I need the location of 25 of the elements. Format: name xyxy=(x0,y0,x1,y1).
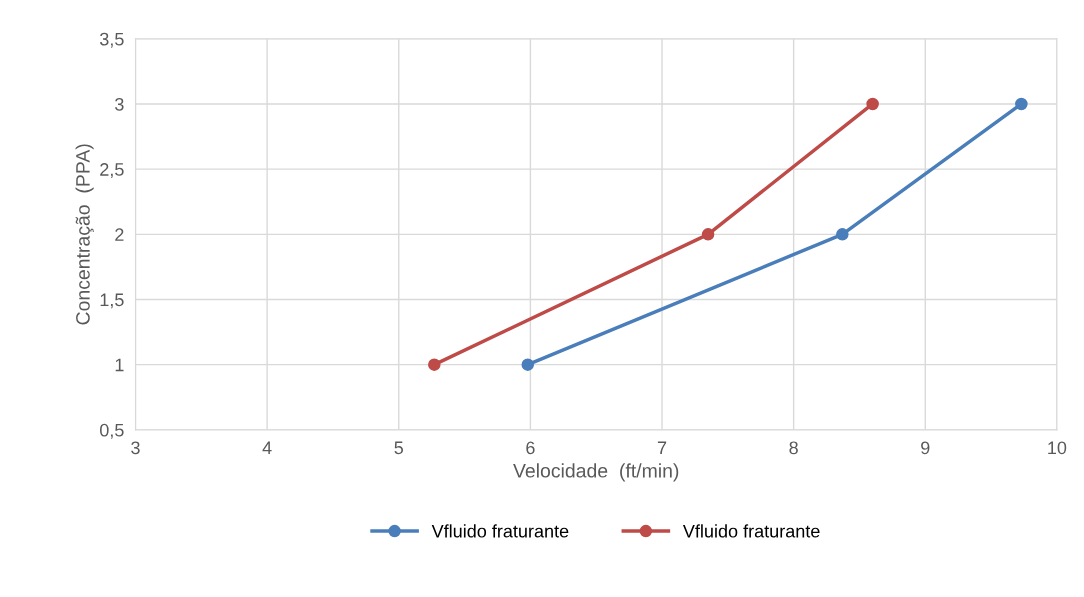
y-tick-label: 1,5 xyxy=(100,293,124,309)
y-tick-label: 0,5 xyxy=(100,423,124,439)
point xyxy=(836,228,849,241)
point xyxy=(428,358,441,371)
point xyxy=(866,97,879,111)
y-tick-label: 2,5 xyxy=(100,163,124,178)
legend-label: Vfluido fraturante xyxy=(682,524,820,538)
y-axis-title: Concentração (PPA) xyxy=(75,144,94,325)
y-tick-label: 1 xyxy=(115,358,124,372)
x-tick-label: 8 xyxy=(789,441,798,455)
x-tick-label: 7 xyxy=(657,441,667,455)
x-tick-label: 4 xyxy=(262,441,272,455)
point xyxy=(521,358,535,371)
x-tick-label: 9 xyxy=(921,441,930,455)
x-axis-title: Velocidade (ft/min) xyxy=(513,463,679,482)
y-tick-label: 3 xyxy=(115,97,124,111)
legend-label: Vfluido fraturante xyxy=(431,524,569,538)
point xyxy=(1015,97,1028,111)
y-tick-label: 3,5 xyxy=(99,32,124,48)
x-tick-label: 3 xyxy=(131,441,140,455)
x-tick-label: 10 xyxy=(1048,441,1067,455)
x-tick-label: 6 xyxy=(526,441,535,455)
y-tick-label: 2 xyxy=(115,228,124,241)
x-tick-label: 5 xyxy=(394,441,404,455)
point xyxy=(701,228,715,241)
